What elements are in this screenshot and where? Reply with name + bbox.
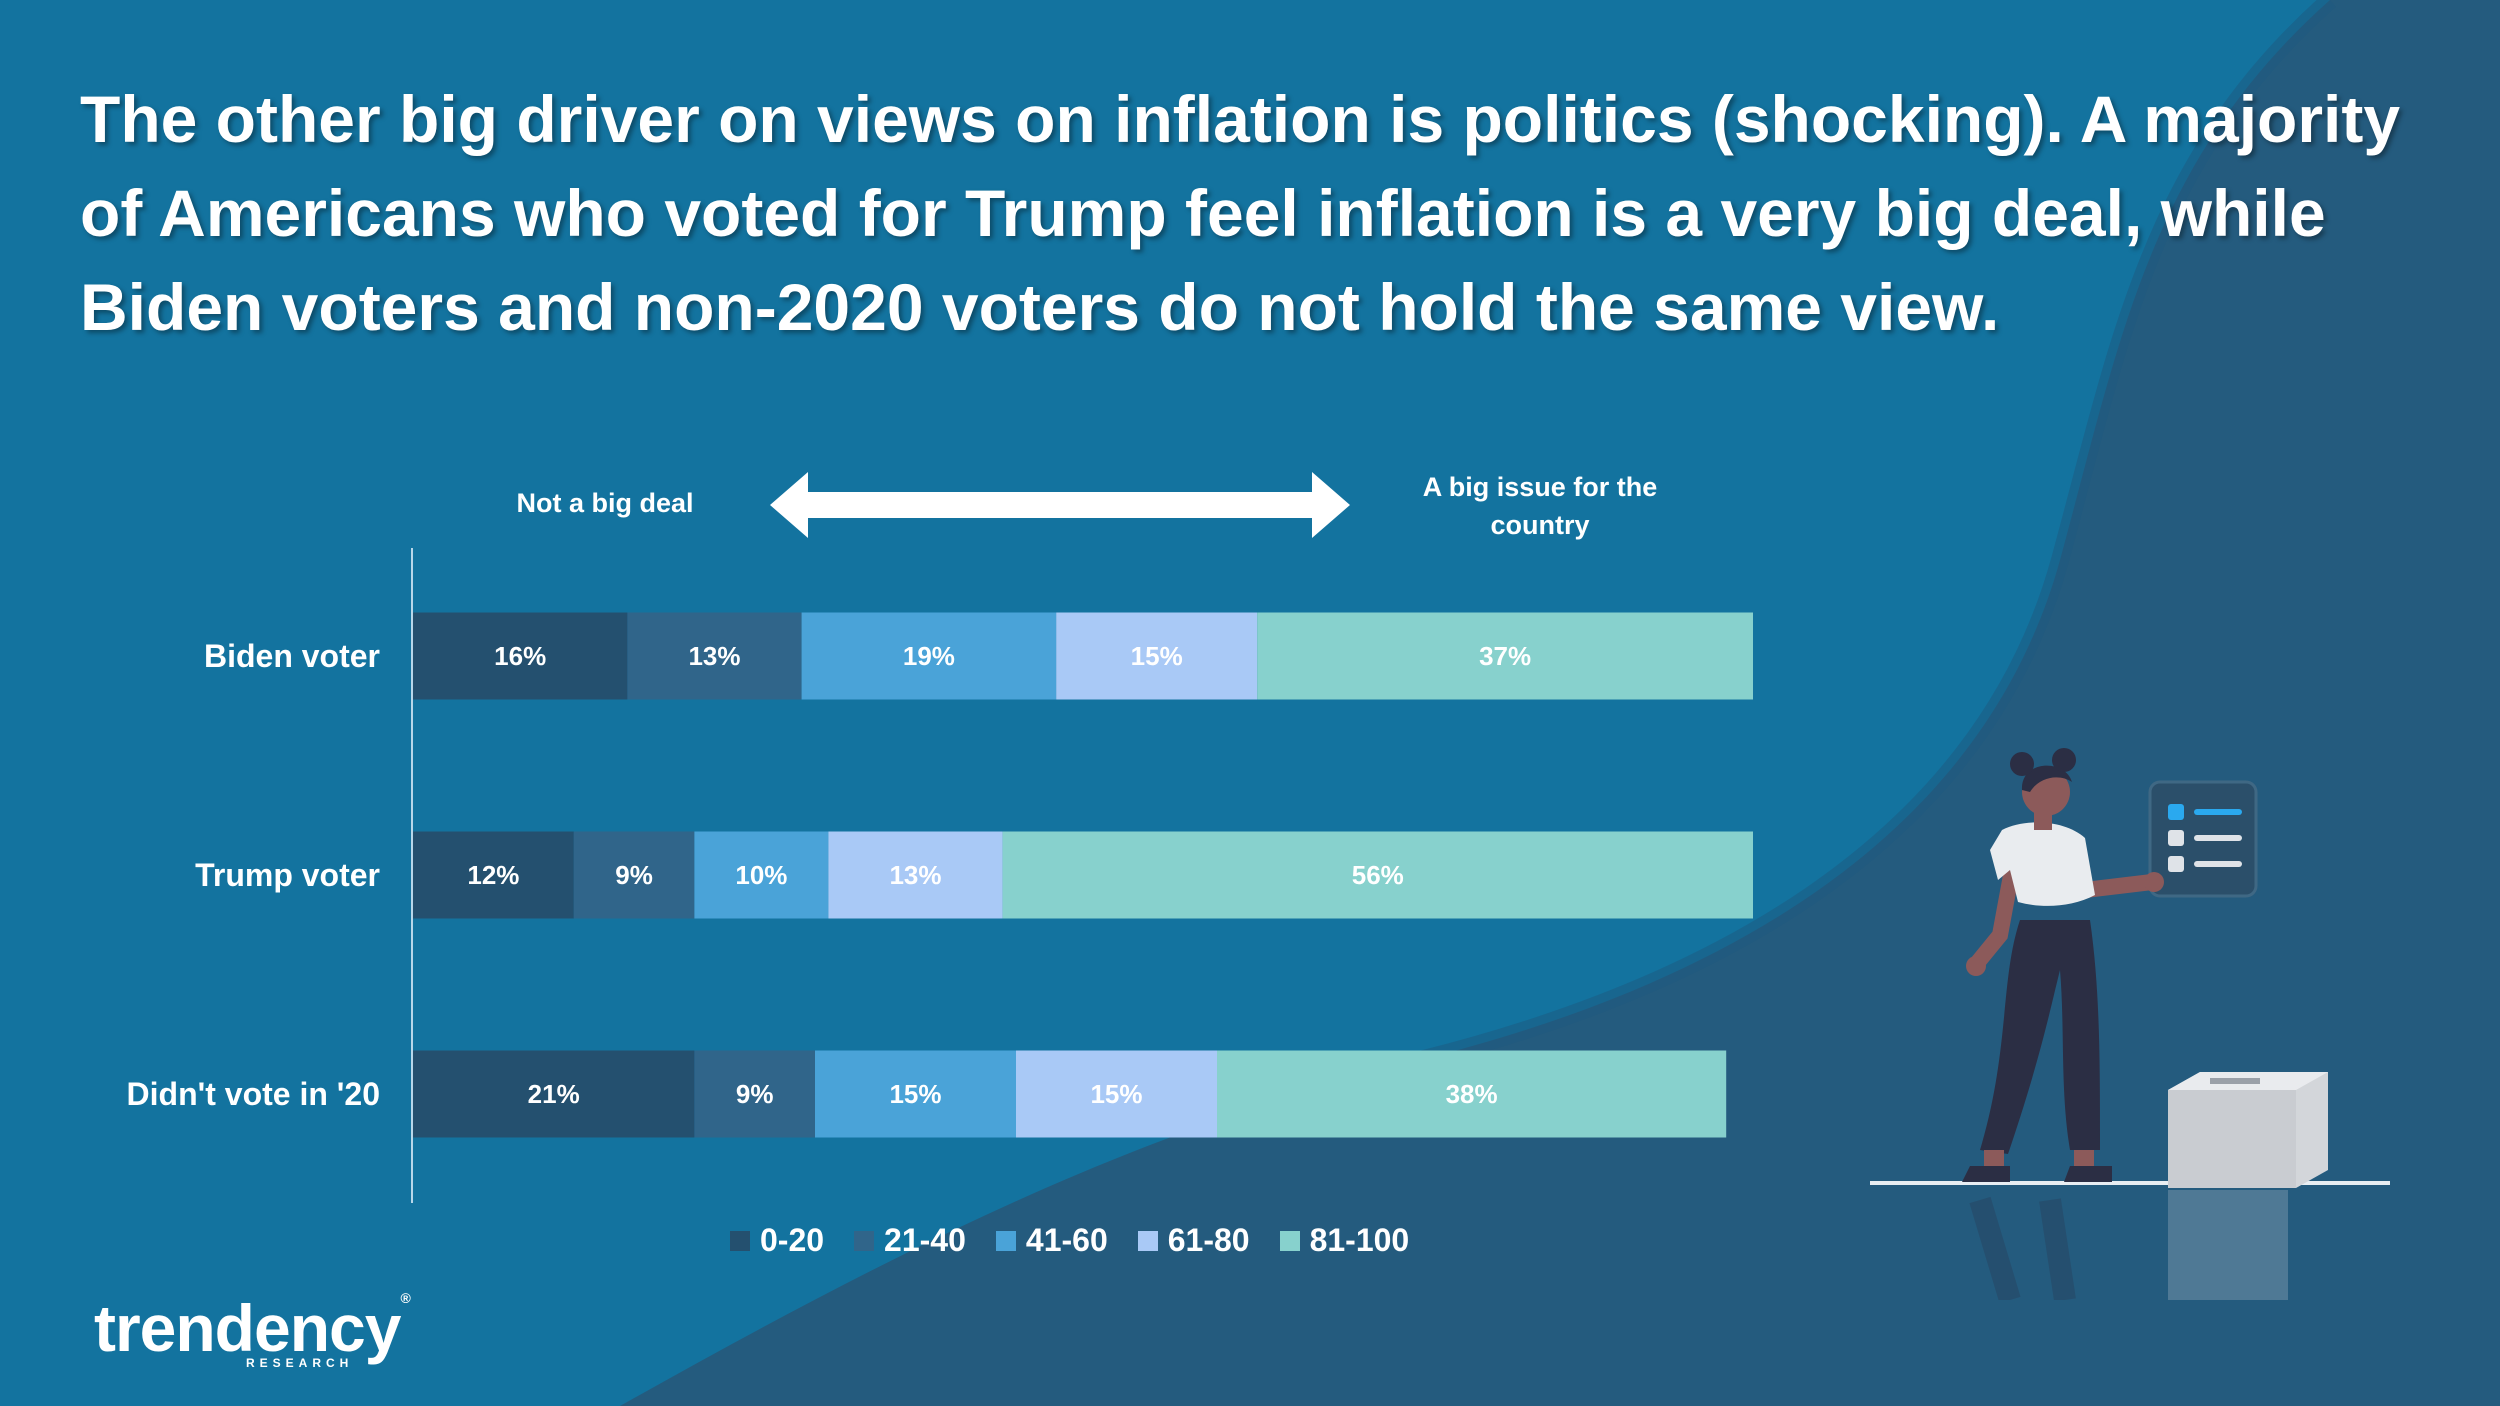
trademark-icon: ® xyxy=(400,1290,410,1306)
chart-legend: 0-20 21-40 41-60 61-80 81-100 xyxy=(730,1222,1409,1259)
bar-segment xyxy=(1002,831,1753,919)
legend-item: 81-100 xyxy=(1279,1222,1410,1259)
data-label: 16% xyxy=(494,641,546,671)
legend-swatch xyxy=(995,1230,1016,1251)
legend-label: 61-80 xyxy=(1167,1222,1250,1258)
data-label: 15% xyxy=(1131,641,1183,671)
brand-logo: trendency® xyxy=(94,1290,411,1366)
bar-segment xyxy=(828,831,1003,919)
data-label: 12% xyxy=(467,860,519,890)
legend-label: 41-60 xyxy=(1025,1222,1108,1258)
bar-segment xyxy=(694,831,829,919)
bar-segment xyxy=(413,612,628,700)
data-label: 37% xyxy=(1479,641,1531,671)
data-label: 13% xyxy=(889,860,941,890)
bar-segment xyxy=(1056,612,1258,700)
data-label: 21% xyxy=(528,1079,580,1109)
headline: The other big driver on views on inflati… xyxy=(80,82,2401,344)
data-label: 9% xyxy=(615,860,653,890)
bar-segment xyxy=(413,1050,695,1138)
legend-swatch xyxy=(1279,1230,1300,1251)
scale-left-label: Not a big deal xyxy=(516,488,694,518)
bar-segment xyxy=(413,831,574,919)
scale-right-label: A big issue for the country xyxy=(1422,472,1658,540)
data-label: 13% xyxy=(688,641,740,671)
legend-label: 81-100 xyxy=(1309,1222,1410,1258)
data-label: 10% xyxy=(735,860,787,890)
woman-voting-illustration xyxy=(1870,748,2390,1300)
bar-segment xyxy=(573,831,695,919)
legend-item: 61-80 xyxy=(1137,1222,1250,1259)
bar-segment xyxy=(694,1050,815,1138)
category-label: Biden voter xyxy=(204,638,380,674)
brand-name: trendency xyxy=(94,1291,401,1365)
data-label: 19% xyxy=(903,641,955,671)
legend-item: 21-40 xyxy=(854,1222,966,1259)
data-label: 38% xyxy=(1446,1079,1498,1109)
legend-swatch xyxy=(854,1230,875,1251)
legend-swatch xyxy=(730,1230,750,1251)
legend-item: 0-20 xyxy=(730,1222,824,1259)
bar-segment xyxy=(815,1050,1016,1138)
bar-segment xyxy=(1016,1050,1217,1138)
bar-segment xyxy=(627,612,802,700)
bar-segment xyxy=(1217,1050,1727,1138)
double-arrow-icon xyxy=(770,472,1350,538)
legend-item: 41-60 xyxy=(995,1222,1108,1259)
data-label: 15% xyxy=(1090,1079,1142,1109)
category-label: Didn't vote in '20 xyxy=(127,1076,380,1112)
bar-segment xyxy=(801,612,1057,700)
bar-segment xyxy=(1257,612,1753,700)
legend-label: 0-20 xyxy=(760,1222,825,1258)
brand-sub: RESEARCH xyxy=(246,1356,354,1370)
data-label: 56% xyxy=(1352,860,1404,890)
data-label: 15% xyxy=(889,1079,941,1109)
category-label: Trump voter xyxy=(195,857,380,893)
legend-swatch xyxy=(1137,1230,1158,1251)
legend-label: 21-40 xyxy=(884,1222,966,1258)
data-label: 9% xyxy=(736,1079,774,1109)
